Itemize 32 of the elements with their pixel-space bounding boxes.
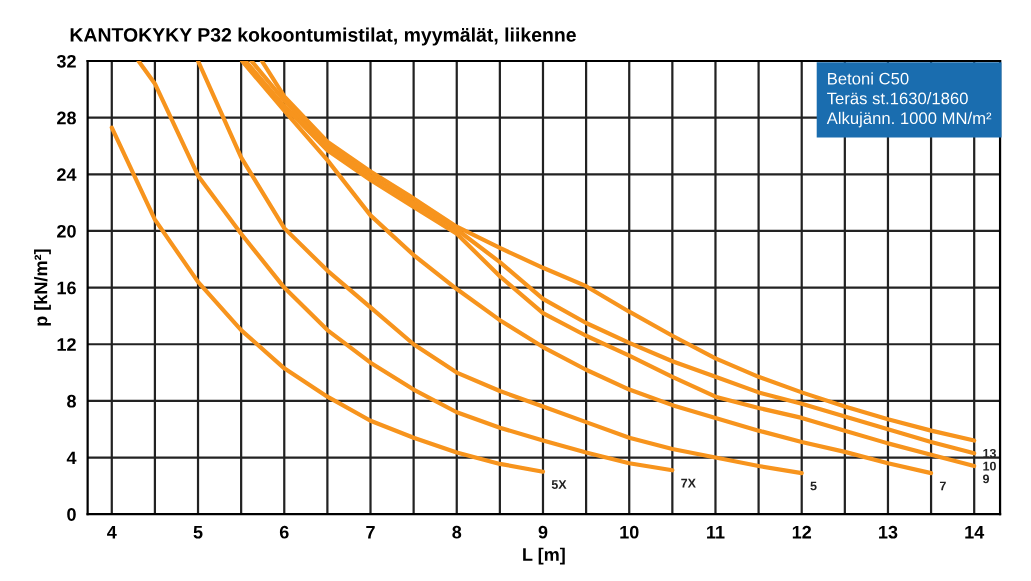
y-axis-title: p [kN/m²] [34,249,51,326]
y-tick-label: 28 [57,111,76,125]
y-tick-label: 24 [57,168,77,181]
y-tick-label: 32 [56,54,76,68]
y-tick-label: 16 [57,281,76,295]
y-tick-label: 12 [57,338,76,351]
y-tick-label: 0 [67,508,76,521]
x-tick-label: 6 [279,525,289,539]
x-tick-label: 9 [538,525,548,539]
series-label: 7X [681,478,696,488]
x-tick-label: 5 [193,525,203,539]
x-tick-label: 12 [792,525,812,539]
x-tick-label: 7 [366,525,375,539]
series-label: 9 [982,474,990,484]
x-tick-label: 4 [107,525,117,539]
x-tick-label: 13 [879,525,898,539]
y-tick-label: 20 [57,224,76,238]
annotation: Alkujänn. 1000 MN/m² [826,111,992,128]
y-tick-label: 4 [66,451,77,465]
annotation: Teräs st.1630/1860 [827,92,968,105]
series-label: 5 [810,481,817,491]
x-tick-label: 8 [452,525,462,539]
annotation: Betoni C50 [828,72,909,85]
x-tick-label: 10 [620,525,639,539]
x-tick-label: 11 [707,525,725,539]
series-label: 7 [939,481,946,491]
x-tick-label: 14 [965,525,985,539]
series-label: 5X [551,480,567,489]
x-axis-title: L [m] [523,547,565,565]
series-label: 10 [983,461,996,471]
y-tick-label: 8 [67,394,76,408]
chart-title: KANTOKYKY P32 kokoontumistilat, myymälät, liikenne [70,27,576,46]
